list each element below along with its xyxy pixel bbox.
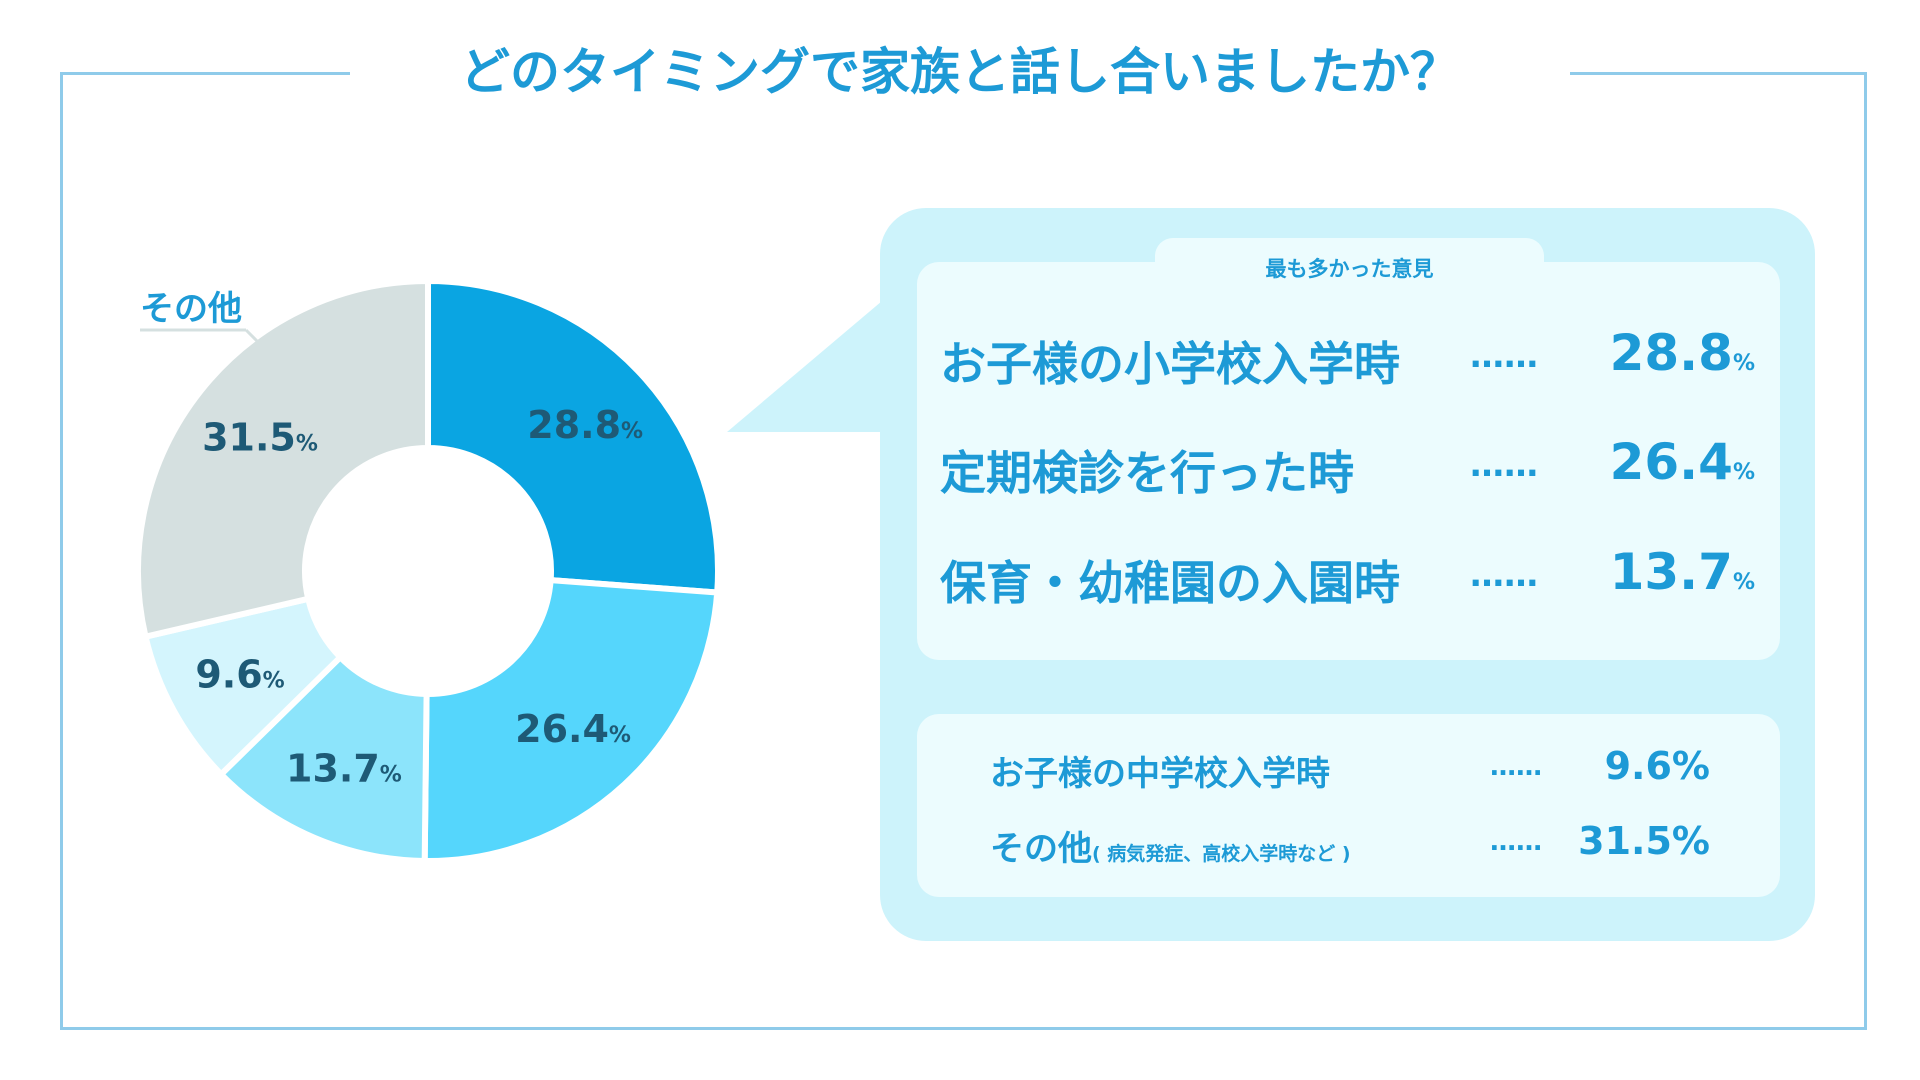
leader-dots: …… (1470, 555, 1538, 595)
other-answer-row: その他( 病気発症、高校入学時など ) …… 31.5% (990, 819, 1730, 869)
other-answer-row: お子様の中学校入学時 …… 9.6% (990, 744, 1730, 794)
leader-dots: …… (1490, 752, 1542, 782)
answer-label: お子様の小学校入学時 (940, 337, 1400, 391)
leader-dots: …… (1470, 445, 1538, 485)
donut-slice (216, 652, 430, 865)
top-answer-row: 定期検診を行った時 …… 26.4% (940, 433, 1770, 507)
slice-value-label: 13.7% (286, 746, 402, 790)
answer-value: 31.5% (1578, 819, 1710, 863)
top-answer-row: お子様の小学校入学時 …… 28.8% (940, 324, 1770, 398)
donut-slice (425, 277, 721, 596)
slice-value-label: 9.6% (195, 652, 284, 696)
answer-label: その他( 病気発症、高校入学時など ) (990, 829, 1351, 869)
top-answers-tab: 最も多かった意見 (1155, 238, 1544, 298)
slice-value-label: 28.8% (527, 403, 643, 447)
answer-label: お子様の中学校入学時 (990, 754, 1330, 794)
top-answer-row: 保育・幼稚園の入園時 …… 13.7% (940, 543, 1770, 617)
slice-value-label: 26.4% (515, 707, 631, 751)
other-answers-box (917, 714, 1780, 897)
leader-dots: …… (1470, 336, 1538, 376)
answer-label: 保育・幼稚園の入園時 (940, 556, 1400, 610)
top-answers-box (917, 262, 1780, 660)
donut-slice (135, 277, 431, 641)
other-slice-caption: その他 (140, 289, 242, 329)
answer-value: 13.7% (1609, 543, 1755, 601)
answer-label: 定期検診を行った時 (940, 446, 1354, 500)
answer-value: 28.8% (1609, 324, 1755, 382)
chart-title: どのタイミングで家族と話し合いましたか？ (350, 36, 1570, 108)
answer-value: 9.6% (1604, 744, 1710, 788)
leader-dots: …… (1490, 827, 1542, 857)
answer-value: 26.4% (1609, 433, 1755, 491)
donut-slice (421, 576, 721, 864)
slice-value-label: 31.5% (202, 416, 318, 460)
other-label-line (244, 328, 260, 344)
